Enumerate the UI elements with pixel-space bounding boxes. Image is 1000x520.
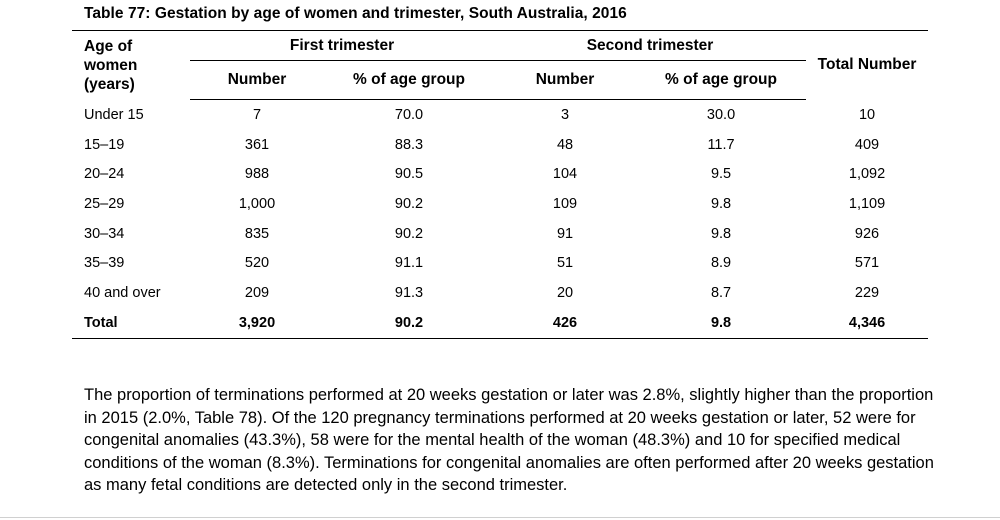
second-number-cell: 3	[560, 106, 570, 123]
total-number-header: Total Number	[806, 30, 929, 100]
first-pct-cell: 90.5	[394, 166, 424, 183]
first-pct-header: % of age group	[324, 61, 495, 100]
age-cell: 30–34	[84, 225, 125, 242]
second-pct-cell: 9.8	[710, 195, 732, 212]
first-number-cell: 7	[252, 106, 262, 123]
second-pct-cell: 9.5	[710, 166, 732, 183]
second-trimester-label: Second trimester	[586, 37, 714, 54]
total-first-pct-cell: 90.2	[324, 307, 495, 339]
table-caption: Table 77: Gestation by age of women and …	[84, 5, 627, 22]
total-first-number-cell: 3,920	[190, 307, 324, 339]
second-number-cell: 104	[552, 166, 578, 183]
first-number-cell: 835	[244, 225, 270, 242]
gestation-table: Age of women (years) First trimester Sec…	[72, 30, 929, 339]
second-pct-cell: 30.0	[706, 106, 736, 123]
total-row: Total 3,920 90.2 426 9.8 4,346	[72, 307, 929, 339]
first-number-cell: 1,000	[238, 195, 276, 212]
second-trimester-header: Second trimester	[494, 30, 807, 61]
total-label-cell: Total	[72, 307, 190, 339]
second-pct-header: % of age group	[636, 61, 807, 100]
age-header-line-2: women	[84, 57, 138, 74]
first-pct-cell: 88.3	[394, 136, 424, 153]
second-number-cell: 20	[556, 284, 574, 301]
total-total-cell: 4,346	[806, 307, 929, 339]
table-row: 25–29 1,000 90.2 109 9.8 1,109	[72, 189, 928, 219]
age-header-line-1: Age of	[84, 38, 133, 55]
first-pct-cell: 91.1	[394, 255, 424, 272]
second-number-header: Number	[494, 61, 637, 100]
second-number-cell: 109	[552, 195, 578, 212]
second-trimester-underline	[494, 60, 807, 61]
age-cell: Under 15	[84, 106, 144, 123]
age-cell: 25–29	[84, 195, 125, 212]
gestation-table-container: Age of women (years) First trimester Sec…	[72, 30, 929, 339]
second-pct-cell: 9.8	[710, 225, 732, 242]
total-cell: 409	[854, 136, 880, 153]
total-cell: 10	[858, 106, 876, 123]
table-row: 35–39 520 91.1 51 8.9 571	[72, 248, 928, 278]
first-pct-cell: 90.2	[394, 195, 424, 212]
table-row: 20–24 988 90.5 104 9.5 1,092	[72, 159, 928, 189]
first-trimester-header: First trimester	[190, 30, 495, 61]
table-row: Under 15 7 70.0 3 30.0 10	[72, 100, 928, 130]
first-pct-cell: 91.3	[394, 284, 424, 301]
total-second-number-cell: 426	[494, 307, 637, 339]
first-number-cell: 988	[244, 166, 270, 183]
table-row: 30–34 835 90.2 91 9.8 926	[72, 219, 928, 249]
first-number-cell: 361	[244, 136, 270, 153]
first-number-cell: 520	[244, 255, 270, 272]
second-number-cell: 48	[556, 136, 574, 153]
second-pct-cell: 8.7	[710, 284, 732, 301]
total-cell: 1,109	[848, 195, 886, 212]
age-cell: 20–24	[84, 166, 125, 183]
body-paragraph: The proportion of terminations performed…	[84, 386, 934, 494]
age-cell: 40 and over	[84, 284, 161, 301]
table-row: 15–19 361 88.3 48 11.7 409	[72, 130, 928, 160]
table-row: 40 and over 209 91.3 20 8.7 229	[72, 278, 928, 308]
total-cell: 926	[854, 225, 880, 242]
total-cell: 1,092	[848, 166, 886, 183]
age-header-line-3: (years)	[84, 76, 135, 93]
total-second-pct-cell: 9.8	[636, 307, 807, 339]
first-pct-cell: 90.2	[394, 225, 424, 242]
total-cell: 229	[854, 284, 880, 301]
age-column-header: Age of women (years)	[72, 30, 190, 100]
first-trimester-label: First trimester	[289, 37, 395, 54]
first-number-cell: 209	[244, 284, 270, 301]
second-pct-cell: 8.9	[710, 255, 732, 272]
first-number-header: Number	[190, 61, 324, 100]
first-pct-cell: 70.0	[394, 106, 424, 123]
second-number-cell: 91	[556, 225, 574, 242]
age-cell: 15–19	[84, 136, 125, 153]
age-cell: 35–39	[84, 255, 125, 272]
second-pct-cell: 11.7	[707, 136, 735, 153]
total-cell: 571	[854, 255, 880, 272]
second-number-cell: 51	[556, 255, 574, 272]
first-trimester-underline	[190, 60, 495, 61]
page-bottom-divider	[0, 517, 1000, 518]
